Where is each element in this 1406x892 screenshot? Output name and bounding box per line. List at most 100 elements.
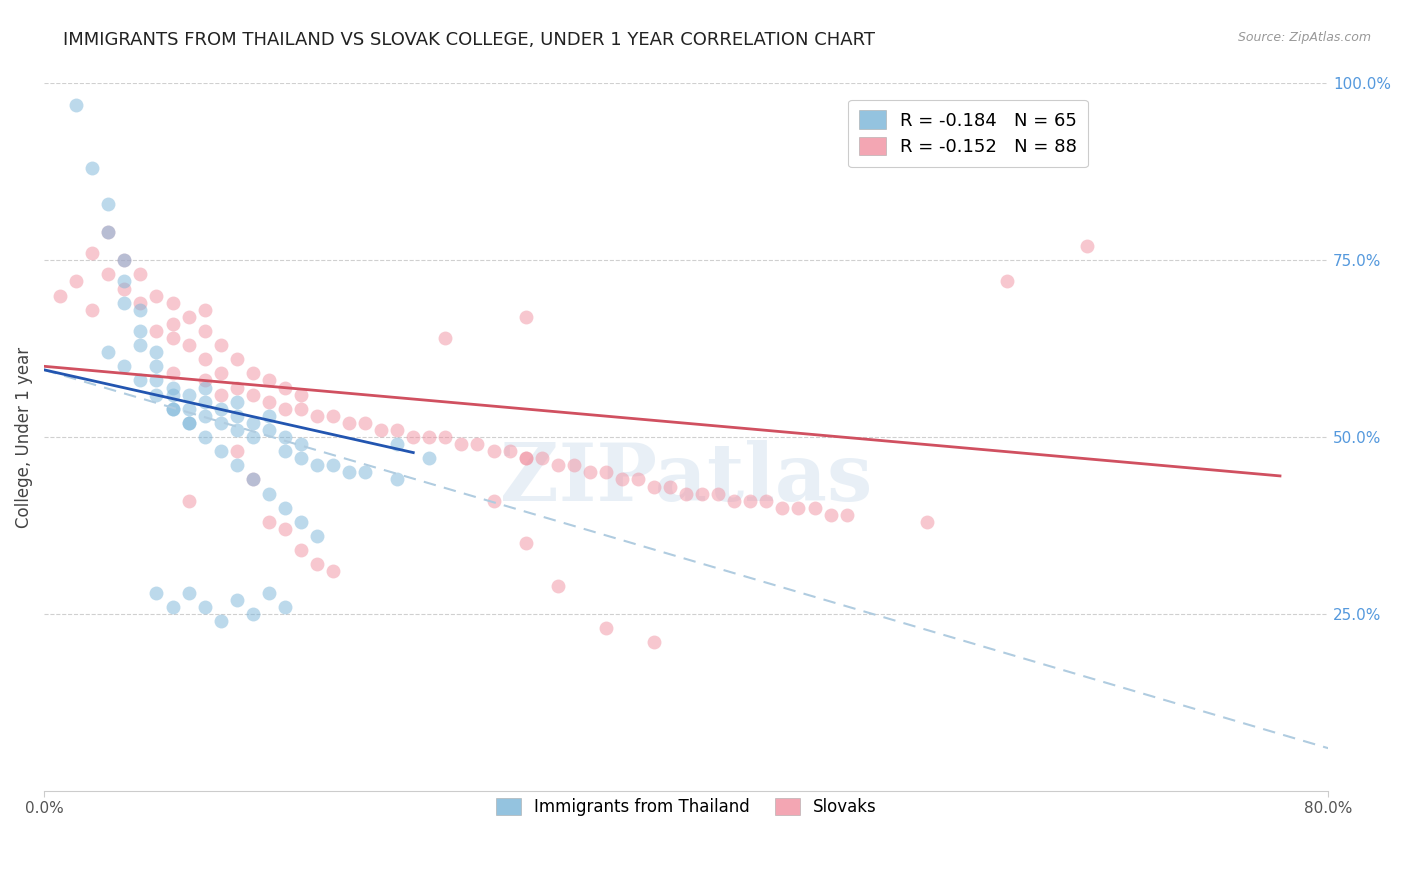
Point	[290, 437, 312, 451]
Point	[915, 515, 938, 529]
Point	[194, 430, 217, 444]
Point	[209, 387, 232, 401]
Point	[129, 302, 152, 317]
Point	[97, 196, 120, 211]
Point	[257, 394, 280, 409]
Point	[290, 401, 312, 416]
Point	[257, 515, 280, 529]
Point	[112, 253, 135, 268]
Point	[242, 607, 264, 621]
Point	[290, 543, 312, 558]
Point	[82, 246, 104, 260]
Point	[82, 302, 104, 317]
Point	[129, 324, 152, 338]
Point	[65, 97, 87, 112]
Point	[65, 275, 87, 289]
Point	[194, 409, 217, 423]
Point	[740, 493, 762, 508]
Point	[242, 387, 264, 401]
Point	[755, 493, 778, 508]
Point	[274, 401, 297, 416]
Point	[209, 401, 232, 416]
Point	[162, 401, 184, 416]
Point	[162, 317, 184, 331]
Legend: Immigrants from Thailand, Slovaks: Immigrants from Thailand, Slovaks	[488, 790, 884, 825]
Point	[274, 500, 297, 515]
Point	[482, 444, 505, 458]
Point	[162, 599, 184, 614]
Point	[162, 295, 184, 310]
Point	[387, 437, 409, 451]
Point	[177, 338, 200, 352]
Point	[257, 374, 280, 388]
Point	[643, 479, 665, 493]
Point	[322, 565, 344, 579]
Point	[305, 458, 328, 473]
Point	[145, 387, 167, 401]
Point	[387, 423, 409, 437]
Point	[482, 493, 505, 508]
Point	[162, 367, 184, 381]
Point	[112, 295, 135, 310]
Point	[418, 451, 440, 466]
Point	[97, 345, 120, 359]
Point	[177, 585, 200, 599]
Point	[257, 423, 280, 437]
Point	[112, 275, 135, 289]
Point	[547, 578, 569, 592]
Point	[835, 508, 858, 522]
Point	[145, 359, 167, 374]
Point	[547, 458, 569, 473]
Point	[274, 522, 297, 536]
Point	[675, 486, 697, 500]
Point	[225, 592, 247, 607]
Point	[530, 451, 553, 466]
Text: Source: ZipAtlas.com: Source: ZipAtlas.com	[1237, 31, 1371, 45]
Point	[129, 374, 152, 388]
Y-axis label: College, Under 1 year: College, Under 1 year	[15, 346, 32, 527]
Point	[194, 380, 217, 394]
Point	[209, 444, 232, 458]
Point	[787, 500, 810, 515]
Point	[257, 409, 280, 423]
Point	[257, 585, 280, 599]
Point	[257, 486, 280, 500]
Point	[177, 493, 200, 508]
Point	[290, 515, 312, 529]
Point	[434, 331, 457, 345]
Point	[820, 508, 842, 522]
Point	[225, 380, 247, 394]
Point	[209, 416, 232, 430]
Point	[274, 430, 297, 444]
Text: ZIPatlas: ZIPatlas	[501, 441, 872, 518]
Point	[402, 430, 425, 444]
Point	[242, 473, 264, 487]
Point	[97, 225, 120, 239]
Point	[145, 374, 167, 388]
Point	[370, 423, 392, 437]
Point	[145, 345, 167, 359]
Point	[225, 394, 247, 409]
Point	[225, 409, 247, 423]
Point	[515, 451, 537, 466]
Point	[177, 310, 200, 324]
Point	[290, 451, 312, 466]
Point	[112, 359, 135, 374]
Point	[659, 479, 682, 493]
Point	[354, 416, 377, 430]
Point	[274, 599, 297, 614]
Point	[242, 416, 264, 430]
Point	[467, 437, 489, 451]
Point	[579, 466, 602, 480]
Point	[129, 295, 152, 310]
Point	[354, 466, 377, 480]
Point	[595, 621, 617, 635]
Point	[515, 451, 537, 466]
Point	[194, 599, 217, 614]
Point	[290, 387, 312, 401]
Point	[177, 401, 200, 416]
Point	[643, 635, 665, 649]
Point	[337, 466, 360, 480]
Point	[305, 409, 328, 423]
Point	[770, 500, 793, 515]
